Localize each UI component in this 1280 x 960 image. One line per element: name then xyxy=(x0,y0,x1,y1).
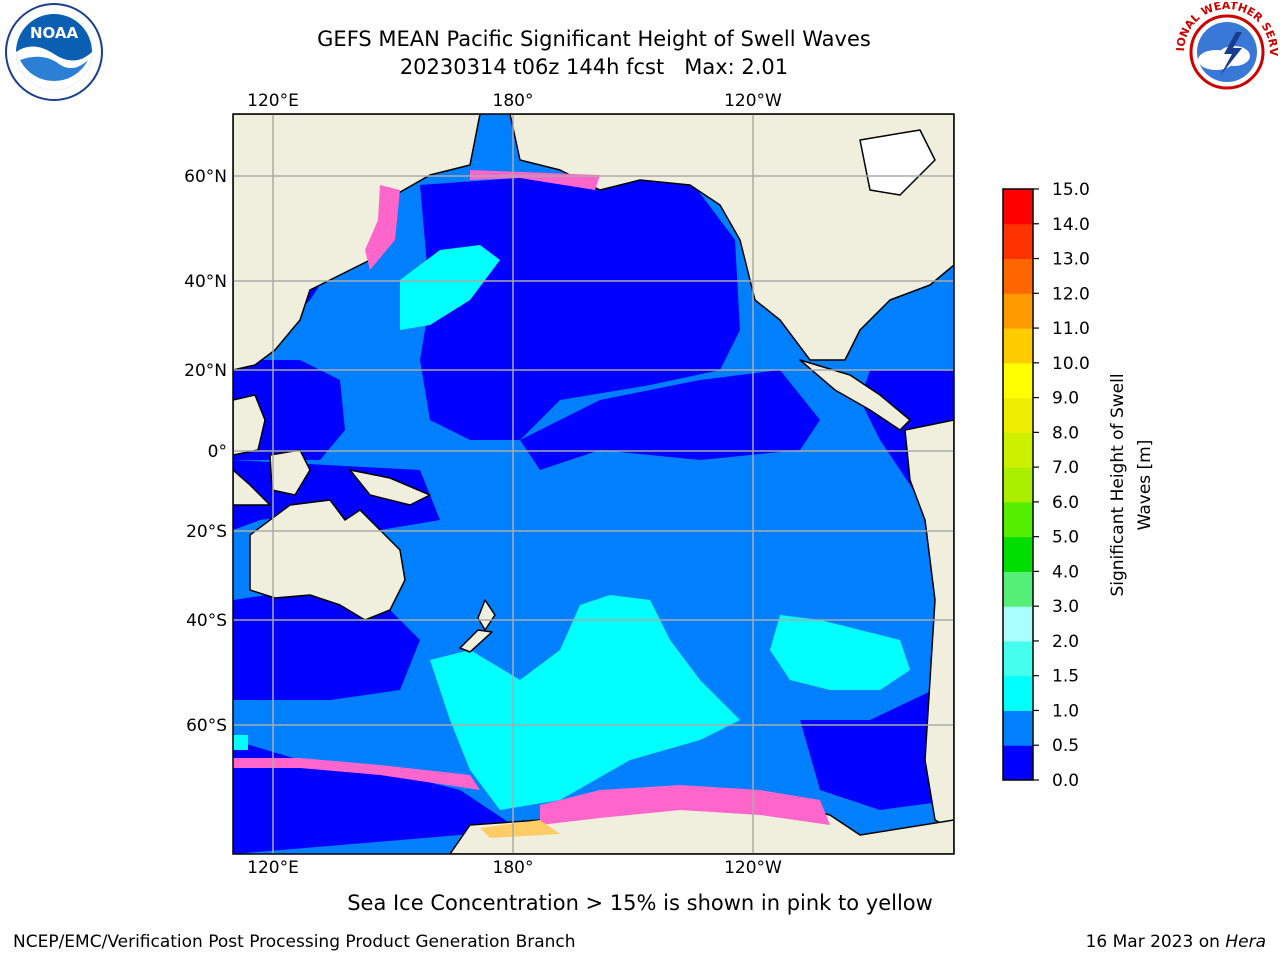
lon-label-top: 120°W xyxy=(724,91,782,111)
colorbar-segment xyxy=(1003,397,1033,433)
colorbar-tick-label: 0.5 xyxy=(1052,736,1079,756)
asia xyxy=(233,114,481,371)
colorbar-segment xyxy=(1003,467,1033,503)
colorbar-tick-label: 7.0 xyxy=(1052,458,1079,478)
lon-labels-top: 120°E 180° 120°W xyxy=(247,91,782,111)
colorbar-tick-label: 10.0 xyxy=(1052,354,1090,374)
lat-label: 20°N xyxy=(184,361,227,381)
colorbar-tick-label: 8.0 xyxy=(1052,423,1079,443)
colorbar-tick-label: 1.0 xyxy=(1052,701,1079,721)
footer-date: 16 Mar 2023 on Hera xyxy=(1086,932,1266,952)
colorbar-segment xyxy=(1003,328,1033,364)
colorbar-tick-label: 3.0 xyxy=(1052,597,1079,617)
sea-ice-note: Sea Ice Concentration > 15% is shown in … xyxy=(347,891,933,915)
colorbar-segment xyxy=(1003,258,1033,294)
lon-label-top: 180° xyxy=(493,91,534,111)
central-america xyxy=(799,359,911,431)
lat-label: 20°S xyxy=(186,522,227,542)
nz-south xyxy=(459,629,493,653)
low-swell-regions xyxy=(233,175,954,854)
colorbar-tick-label: 12.0 xyxy=(1052,284,1090,304)
sea-ice xyxy=(233,170,830,838)
colorbar xyxy=(1003,189,1033,781)
colorbar-ticks: 0.0 0.5 1.0 1.5 2.0 3.0 4.0 5.0 6.0 7.0 8.0 9.0 10.0… xyxy=(1033,180,1090,791)
lat-label: 0° xyxy=(208,442,227,462)
footer-host: Hera xyxy=(1225,932,1266,952)
colorbar-tick-label: 9.0 xyxy=(1052,389,1079,409)
noaa-logo: NOAA xyxy=(5,3,103,101)
colorbar-segment xyxy=(1003,745,1033,781)
colorbar-segment xyxy=(1003,710,1033,746)
lon-labels-bottom: 120°E 180° 120°W xyxy=(247,858,782,878)
australia xyxy=(249,499,406,621)
lat-labels: 60°N 40°N 20°N 0° 20°S 40°S 60°S xyxy=(184,167,227,736)
colorbar-tick-label: 1.5 xyxy=(1052,667,1079,687)
new-guinea xyxy=(349,469,431,506)
colorbar-segment xyxy=(1003,536,1033,572)
lon-label-bottom: 120°E xyxy=(247,858,299,878)
colorbar-segment xyxy=(1003,606,1033,642)
indochina xyxy=(233,394,266,456)
colorbar-segment xyxy=(1003,223,1033,260)
colorbar-tick-label: 6.0 xyxy=(1052,493,1079,513)
greenland xyxy=(859,129,936,196)
colorbar-tick-label: 11.0 xyxy=(1052,319,1090,339)
map-subtitle: 20230314 t06z 144h fcst Max: 2.01 xyxy=(399,55,789,79)
lon-label-top: 120°E xyxy=(247,91,299,111)
nws-logo: NATIONAL WEATHER SERVICE xyxy=(1176,2,1278,100)
graticule xyxy=(233,114,954,854)
colorbar-tick-label: 14.0 xyxy=(1052,215,1090,235)
map-frame xyxy=(232,113,955,855)
lat-label: 40°S xyxy=(186,611,227,631)
colorbar-tick-label: 2.0 xyxy=(1052,632,1079,652)
colorbar-frame xyxy=(1002,188,1034,781)
map-title: GEFS MEAN Pacific Significant Height of … xyxy=(317,27,871,51)
colorbar-label-line2: Waves [m] xyxy=(1135,440,1155,531)
colorbar-label-line1: Significant Height of Swell xyxy=(1108,373,1128,596)
sumatra xyxy=(233,469,271,506)
colorbar-segment xyxy=(1003,293,1033,329)
lon-label-bottom: 180° xyxy=(493,858,534,878)
lat-label: 40°N xyxy=(184,272,227,292)
colorbar-tick-label: 4.0 xyxy=(1052,562,1079,582)
colorbar-tick-label: 5.0 xyxy=(1052,528,1079,548)
lat-label: 60°S xyxy=(186,716,227,736)
nz-north xyxy=(477,599,496,631)
high-swell-regions xyxy=(233,245,910,810)
noaa-logo-text: NOAA xyxy=(30,24,79,42)
footer-date-text: 16 Mar 2023 on xyxy=(1085,932,1226,952)
lon-label-bottom: 120°W xyxy=(724,858,782,878)
colorbar-segment xyxy=(1003,432,1033,468)
map-area xyxy=(233,114,954,854)
colorbar-segment xyxy=(1003,571,1033,607)
lat-label: 60°N xyxy=(184,167,227,187)
colorbar-tick-label: 0.0 xyxy=(1052,771,1079,791)
colorbar-segment xyxy=(1003,362,1033,399)
colorbar-segment xyxy=(1003,189,1033,225)
south-america xyxy=(904,419,954,831)
colorbar-tick-label: 13.0 xyxy=(1052,250,1090,270)
colorbar-segment xyxy=(1003,501,1033,538)
colorbar-segment xyxy=(1003,640,1033,677)
colorbar-tick-label: 15.0 xyxy=(1052,180,1090,200)
colorbar-segment xyxy=(1003,675,1033,711)
footer-credit: NCEP/EMC/Verification Post Processing Pr… xyxy=(13,932,576,952)
